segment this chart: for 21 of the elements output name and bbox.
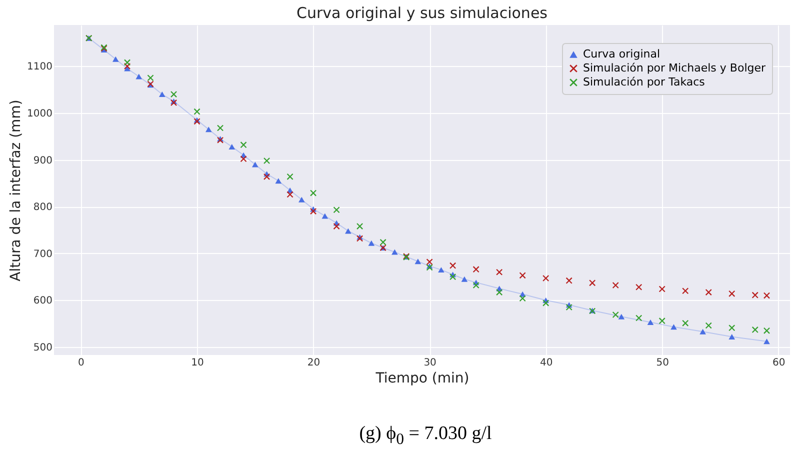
chart-title: Curva original y sus simulaciones [296,4,548,22]
y-tick-label: 600 [33,296,52,307]
legend-label: Simulación por Takacs [583,76,706,88]
x-axis-title: Tiempo (min) [374,370,470,386]
x-tick-label: 40 [540,358,553,368]
y-tick-label: 900 [33,155,52,166]
y-tick-label: 500 [33,342,52,354]
text: (g) ϕ$_{0}$ = 7.030 g/l [358,423,493,449]
y-tick-label: 1000 [27,108,52,120]
x-tick-label: 50 [656,358,669,368]
y-axis-title: Altura de la interfaz (mm) [8,100,24,282]
x-tick-label: 0 [78,358,84,368]
x-tick-label: 20 [307,358,320,368]
x-tick-label: 10 [191,358,204,368]
y-tick-label: 700 [33,248,52,260]
y-tick-label: 1100 [27,62,52,73]
x-tick-label: 60 [772,358,786,368]
legend-label: Simulación por Michaels y Bolger [583,62,766,74]
x-tick-label: 30 [424,358,436,368]
y-tick-label: 800 [33,202,52,214]
legend-label: Curva original [583,48,660,60]
